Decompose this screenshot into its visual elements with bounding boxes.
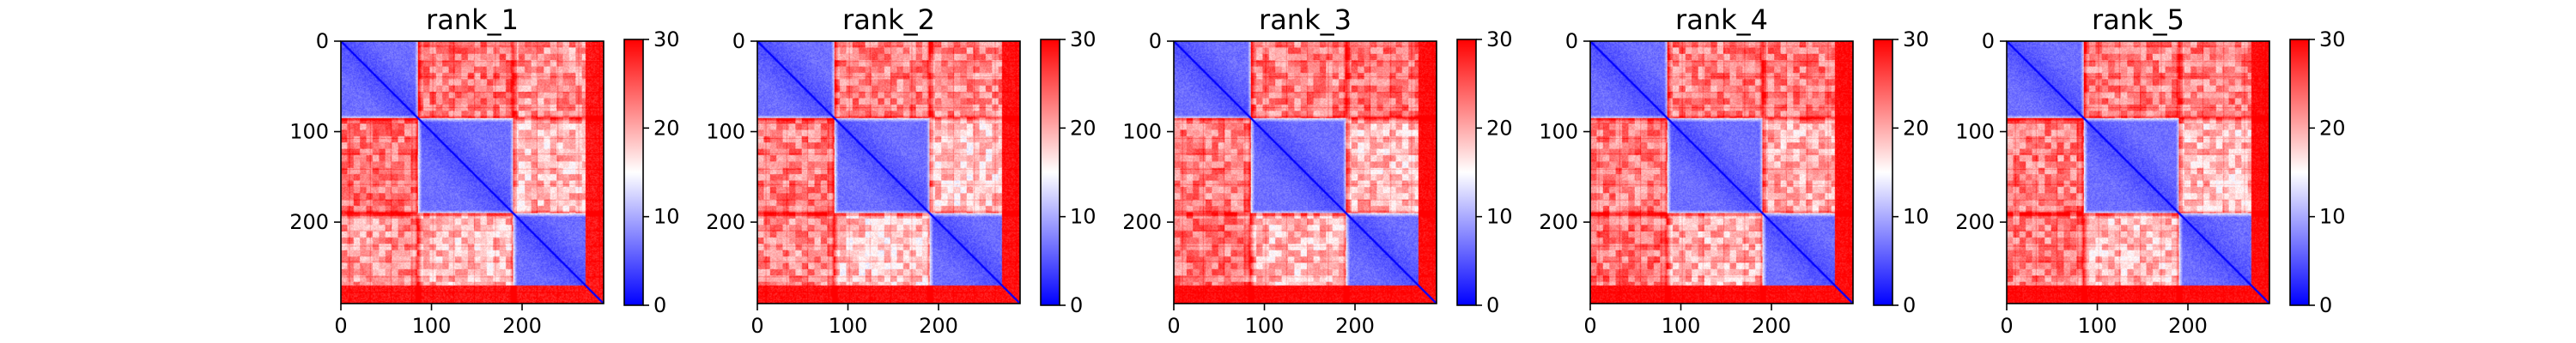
y-tick-label: 100 — [289, 120, 329, 144]
x-tick-label: 200 — [1335, 314, 1375, 338]
x-tick-label: 200 — [502, 314, 542, 338]
heatmap-image — [2007, 41, 2269, 304]
colorbar-tick-label: 0 — [1903, 293, 1916, 317]
y-tick-label: 100 — [1122, 120, 1162, 144]
y-tick-label: 0 — [316, 29, 329, 53]
heatmap-panel: rank_5 0 100 200 0 100 200 0 10 20 30 — [1955, 3, 2345, 338]
heatmap-panel: rank_2 0 100 200 0 100 200 0 10 20 30 — [706, 3, 1096, 338]
axis-frame — [756, 40, 1021, 304]
x-tick-label: 0 — [1583, 314, 1596, 338]
x-tick-label: 200 — [2168, 314, 2208, 338]
colorbar-tick-label: 0 — [653, 293, 666, 317]
colorbar-tick-label: 30 — [2319, 27, 2346, 51]
colorbar — [1874, 39, 1893, 305]
axis-frame — [340, 40, 605, 304]
colorbar-tick-label: 30 — [1486, 27, 1513, 51]
colorbar-tick-label: 30 — [653, 27, 680, 51]
x-tick-label: 200 — [1752, 314, 1791, 338]
heatmap-image — [341, 41, 604, 304]
colorbar-tick-label: 0 — [1070, 293, 1083, 317]
colorbar — [1457, 39, 1476, 305]
heatmap-panel: rank_1 0 100 200 0 100 200 0 10 20 30 — [289, 3, 679, 338]
colorbar-tick-label: 10 — [1070, 205, 1097, 229]
panel-title: rank_4 — [1675, 3, 1768, 36]
colorbar-tick-label: 10 — [653, 205, 680, 229]
heatmap-image — [1174, 41, 1437, 304]
colorbar-frame — [623, 39, 644, 306]
x-tick-label: 100 — [829, 314, 868, 338]
x-tick-label: 100 — [412, 314, 452, 338]
heatmap-panel: rank_4 0 100 200 0 100 200 0 10 20 30 — [1539, 3, 1929, 338]
panel-title: rank_3 — [1259, 3, 1352, 36]
colorbar-frame — [1873, 39, 1893, 306]
panel-title: rank_1 — [426, 3, 519, 36]
colorbar-tick-label: 10 — [1486, 205, 1513, 229]
y-tick-label: 200 — [706, 210, 745, 234]
x-tick-label: 200 — [919, 314, 958, 338]
colorbar-tick-label: 20 — [653, 116, 680, 140]
y-tick-label: 0 — [1982, 29, 1995, 53]
y-tick-label: 100 — [1955, 120, 1995, 144]
x-tick-label: 0 — [334, 314, 347, 338]
colorbar-tick-label: 10 — [2319, 205, 2346, 229]
colorbar-tick-label: 30 — [1070, 27, 1097, 51]
x-tick-label: 100 — [2078, 314, 2117, 338]
colorbar-tick-label: 20 — [1903, 116, 1929, 140]
x-tick-label: 0 — [2000, 314, 2013, 338]
x-tick-label: 0 — [1167, 314, 1180, 338]
y-tick-label: 0 — [732, 29, 745, 53]
y-tick-label: 200 — [1122, 210, 1162, 234]
x-tick-label: 100 — [1662, 314, 1701, 338]
colorbar-tick-label: 30 — [1903, 27, 1929, 51]
heatmap-image — [757, 41, 1020, 304]
y-tick-label: 200 — [1539, 210, 1578, 234]
heatmap-panel: rank_3 0 100 200 0 100 200 0 10 20 30 — [1122, 3, 1512, 338]
colorbar-tick-label: 20 — [1070, 116, 1097, 140]
axis-frame — [1589, 40, 1854, 304]
colorbar-frame — [2289, 39, 2310, 306]
colorbar-frame — [1040, 39, 1060, 306]
axis-frame — [1173, 40, 1437, 304]
colorbar-tick-label: 0 — [2319, 293, 2332, 317]
x-tick-label: 0 — [750, 314, 763, 338]
y-tick-label: 200 — [289, 210, 329, 234]
heatmap-image — [1590, 41, 1853, 304]
y-tick-label: 100 — [1539, 120, 1578, 144]
colorbar-tick-label: 20 — [1486, 116, 1513, 140]
colorbar-tick-label: 20 — [2319, 116, 2346, 140]
colorbar-tick-label: 0 — [1486, 293, 1499, 317]
colorbar — [2290, 39, 2309, 305]
y-tick-label: 200 — [1955, 210, 1995, 234]
colorbar — [624, 39, 643, 305]
panel-title: rank_5 — [2092, 3, 2184, 36]
panel-title: rank_2 — [842, 3, 935, 36]
axis-frame — [2006, 40, 2270, 304]
colorbar-tick-label: 10 — [1903, 205, 1929, 229]
y-tick-label: 0 — [1565, 29, 1578, 53]
colorbar-frame — [1456, 39, 1477, 306]
y-tick-label: 0 — [1149, 29, 1162, 53]
x-tick-label: 100 — [1245, 314, 1285, 338]
colorbar — [1041, 39, 1060, 305]
y-tick-label: 100 — [706, 120, 745, 144]
